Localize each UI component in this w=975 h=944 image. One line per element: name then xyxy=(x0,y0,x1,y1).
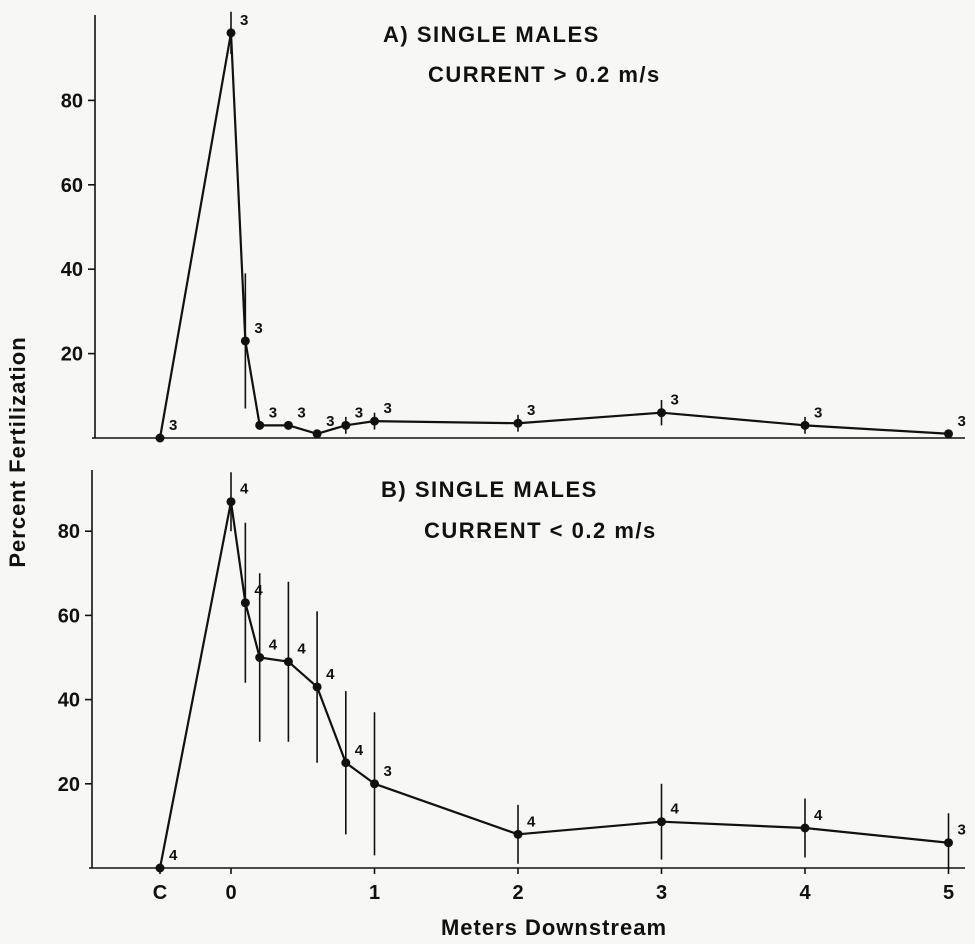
panel-b-chart: B) SINGLE MALES CURRENT < 0.2 m/s 20 40 60… xyxy=(58,470,966,873)
panel-b-n-label: 3 xyxy=(958,822,966,839)
panel-a-n-label: 3 xyxy=(671,392,679,409)
panel-a-n-label: 3 xyxy=(814,404,822,421)
panel-b-n-label: 4 xyxy=(269,637,278,654)
panel-a-data-point xyxy=(944,429,953,439)
panel-b-data-point xyxy=(226,497,236,507)
x-tick-labels: C 0 1 2 3 4 5 xyxy=(153,868,954,904)
panel-b-subtitle: CURRENT < 0.2 m/s xyxy=(424,518,657,543)
panel-b-n-label: 4 xyxy=(814,807,823,824)
panel-a-n-label: 3 xyxy=(384,400,392,417)
panel-b-y-ticks: 20 40 60 80 xyxy=(58,521,92,796)
panel-a-data-point xyxy=(341,420,351,430)
panel-a-data-point xyxy=(226,28,236,38)
y-axis-title: Percent Fertilization xyxy=(5,336,30,567)
panel-a-series-line xyxy=(158,31,949,439)
panel-b-n-label: 4 xyxy=(527,813,536,830)
panel-b-n-label: 4 xyxy=(326,666,335,683)
panel-b-n-label: 4 xyxy=(169,847,178,864)
x-tick-label: 5 xyxy=(943,882,954,904)
panel-b-n-label: 4 xyxy=(297,641,306,658)
panel-a-y-tick-label: 20 xyxy=(61,344,83,366)
panel-a-n-label: 3 xyxy=(355,404,363,421)
panel-a-y-ticks: 20 40 60 80 xyxy=(61,90,95,366)
panel-a-n-label: 3 xyxy=(240,12,248,29)
panel-a-y-tick-label: 40 xyxy=(61,259,83,281)
panel-a-data-point xyxy=(240,336,250,346)
x-tick-label: 0 xyxy=(225,882,236,904)
panel-b-points xyxy=(155,497,953,873)
panel-a-data-point xyxy=(800,420,810,430)
panel-a-subtitle: CURRENT > 0.2 m/s xyxy=(428,62,661,87)
panel-a-n-label: 3 xyxy=(958,413,966,430)
panel-a-data-point xyxy=(312,429,322,439)
panel-b-data-point xyxy=(657,817,666,827)
panel-a-n-label: 3 xyxy=(169,417,177,434)
panel-b-y-tick-label: 80 xyxy=(58,521,80,543)
x-tick-label: C xyxy=(153,882,167,904)
x-tick-label: 1 xyxy=(369,882,380,904)
panel-b-title: B) SINGLE MALES xyxy=(381,477,598,502)
x-tick-label: 2 xyxy=(512,882,523,904)
panel-a-n-label: 3 xyxy=(254,320,262,337)
panel-a-sample-size-labels: 3 3 3 3 3 3 3 3 3 3 3 3 xyxy=(169,12,966,434)
panel-a-n-label: 3 xyxy=(326,413,334,430)
panel-b-data-point xyxy=(513,829,523,839)
panel-a-data-point xyxy=(155,433,165,443)
panel-a-y-tick-label: 80 xyxy=(61,90,83,112)
panel-a-n-label: 3 xyxy=(297,404,305,421)
panel-b-n-label: 4 xyxy=(240,481,249,498)
panel-b-data-point xyxy=(283,657,293,667)
panel-b-n-label: 4 xyxy=(254,582,263,599)
panel-b-n-label: 4 xyxy=(671,801,680,818)
x-axis-title: Meters Downstream xyxy=(441,915,667,940)
panel-b-n-label: 4 xyxy=(355,742,364,759)
panel-a-title: A) SINGLE MALES xyxy=(383,22,600,47)
panel-a-data-point xyxy=(657,408,666,418)
panel-b-data-point xyxy=(800,823,810,833)
panel-a-data-point xyxy=(283,420,293,430)
panel-b-n-label: 3 xyxy=(384,763,392,780)
panel-b-data-point xyxy=(240,598,250,608)
panel-b-data-point xyxy=(370,779,379,789)
panel-a-points xyxy=(155,28,953,443)
panel-b-y-tick-label: 60 xyxy=(58,605,80,627)
panel-a-chart: A) SINGLE MALES CURRENT > 0.2 m/s 20 40 60… xyxy=(61,11,966,443)
panel-b-data-point xyxy=(312,682,322,692)
panel-b-y-tick-label: 20 xyxy=(58,774,80,796)
x-tick-label: 4 xyxy=(799,882,811,904)
panel-a-data-point xyxy=(513,418,523,428)
panel-a-data-point xyxy=(370,416,379,426)
panel-a-y-tick-label: 60 xyxy=(61,175,83,197)
panel-a-n-label: 3 xyxy=(527,402,535,419)
x-tick-label: 3 xyxy=(656,882,667,904)
panel-b-sample-size-labels: 4 4 4 4 4 4 4 3 4 4 4 3 xyxy=(169,481,966,864)
panel-b-y-tick-label: 40 xyxy=(58,690,80,712)
panel-a-data-point xyxy=(255,420,265,430)
panel-b-data-point xyxy=(341,758,351,768)
panel-b-data-point xyxy=(255,653,265,662)
panel-a-n-label: 3 xyxy=(269,404,277,421)
panel-b-data-point xyxy=(944,838,953,848)
panel-b-series-line xyxy=(158,500,949,869)
